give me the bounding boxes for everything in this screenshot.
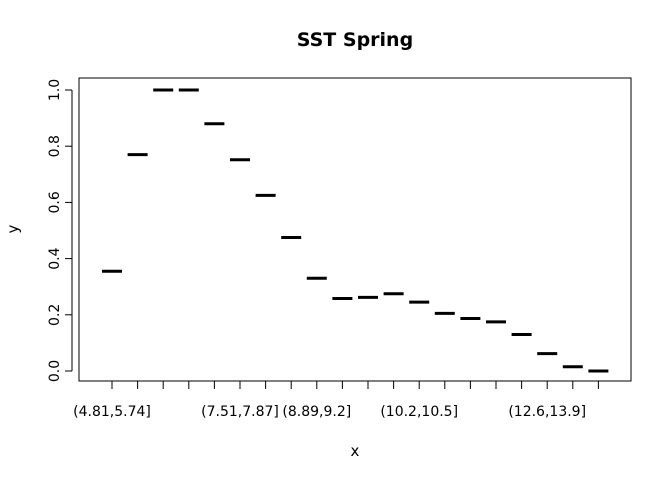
y-tick-label: 0.6 [47,191,63,213]
y-axis-label: y [4,224,22,233]
x-tick-label: (10.2,10.5] [380,404,458,420]
y-tick-label: 1.0 [47,79,63,101]
y-axis: 0.0 0.2 0.4 0.6 0.8 1.0 [47,79,73,382]
data-marks [102,88,609,373]
y-tick-label: 0.8 [47,135,63,157]
chart-title: SST Spring [297,29,413,51]
y-tick-label: 0.0 [47,360,63,382]
x-tick-label: (4.81,5.74] [73,404,151,420]
x-axis: (4.81,5.74] (7.51,7.87] (8.89,9.2] (10.2,10… [73,380,599,420]
x-tick-label: (7.51,7.87] [201,404,279,420]
y-tick-label: 0.4 [47,247,63,269]
x-tick-label: (8.89,9.2] [282,404,351,420]
x-axis-label: x [351,442,360,460]
y-tick-label: 0.2 [47,304,63,326]
x-tick-label: (12.6,13.9] [508,404,586,420]
plot-frame [78,77,632,382]
